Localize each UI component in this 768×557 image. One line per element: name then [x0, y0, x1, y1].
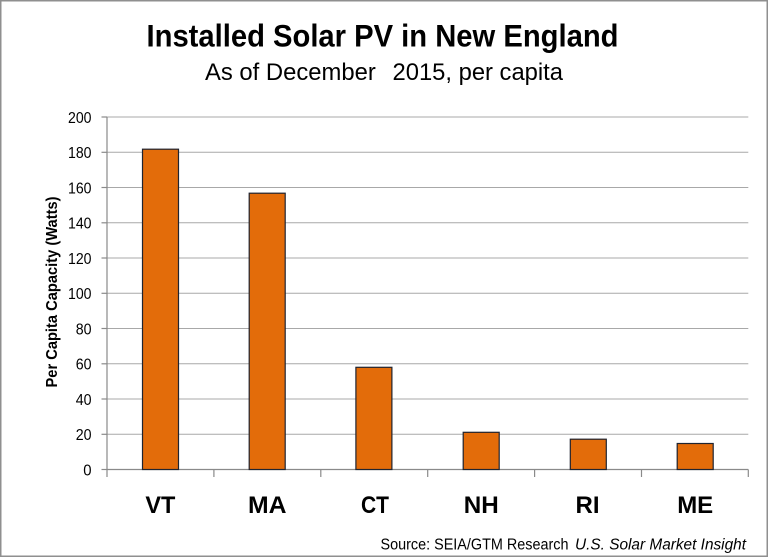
svg-text:As of December: As of December [205, 59, 376, 86]
svg-text:180: 180 [68, 145, 92, 162]
svg-text:U.S. Solar Market Insight: U.S. Solar Market Insight [575, 537, 747, 554]
svg-text:CT: CT [361, 492, 389, 519]
svg-text:0: 0 [83, 462, 91, 479]
svg-text:Source: SEIA/GTM Research: Source: SEIA/GTM Research [381, 537, 569, 554]
svg-text:60: 60 [76, 357, 92, 374]
svg-text:Per Capita Capacity (Watts): Per Capita Capacity (Watts) [44, 197, 61, 388]
svg-text:80: 80 [76, 321, 92, 338]
svg-text:ME: ME [677, 492, 713, 519]
svg-text:160: 160 [68, 180, 92, 197]
svg-text:140: 140 [68, 216, 92, 233]
svg-text:100: 100 [68, 286, 92, 303]
svg-text:MA: MA [248, 492, 287, 519]
svg-text:120: 120 [68, 251, 92, 268]
svg-text:NH: NH [464, 492, 499, 519]
svg-text:VT: VT [145, 492, 175, 519]
svg-text:RI: RI [576, 492, 600, 519]
svg-text:200: 200 [68, 110, 92, 127]
svg-text:2015, per capita: 2015, per capita [393, 59, 564, 86]
svg-text:Installed Solar PV in New Engl: Installed Solar PV in New England [147, 18, 619, 54]
svg-text:20: 20 [76, 427, 92, 444]
svg-text:40: 40 [76, 392, 92, 409]
